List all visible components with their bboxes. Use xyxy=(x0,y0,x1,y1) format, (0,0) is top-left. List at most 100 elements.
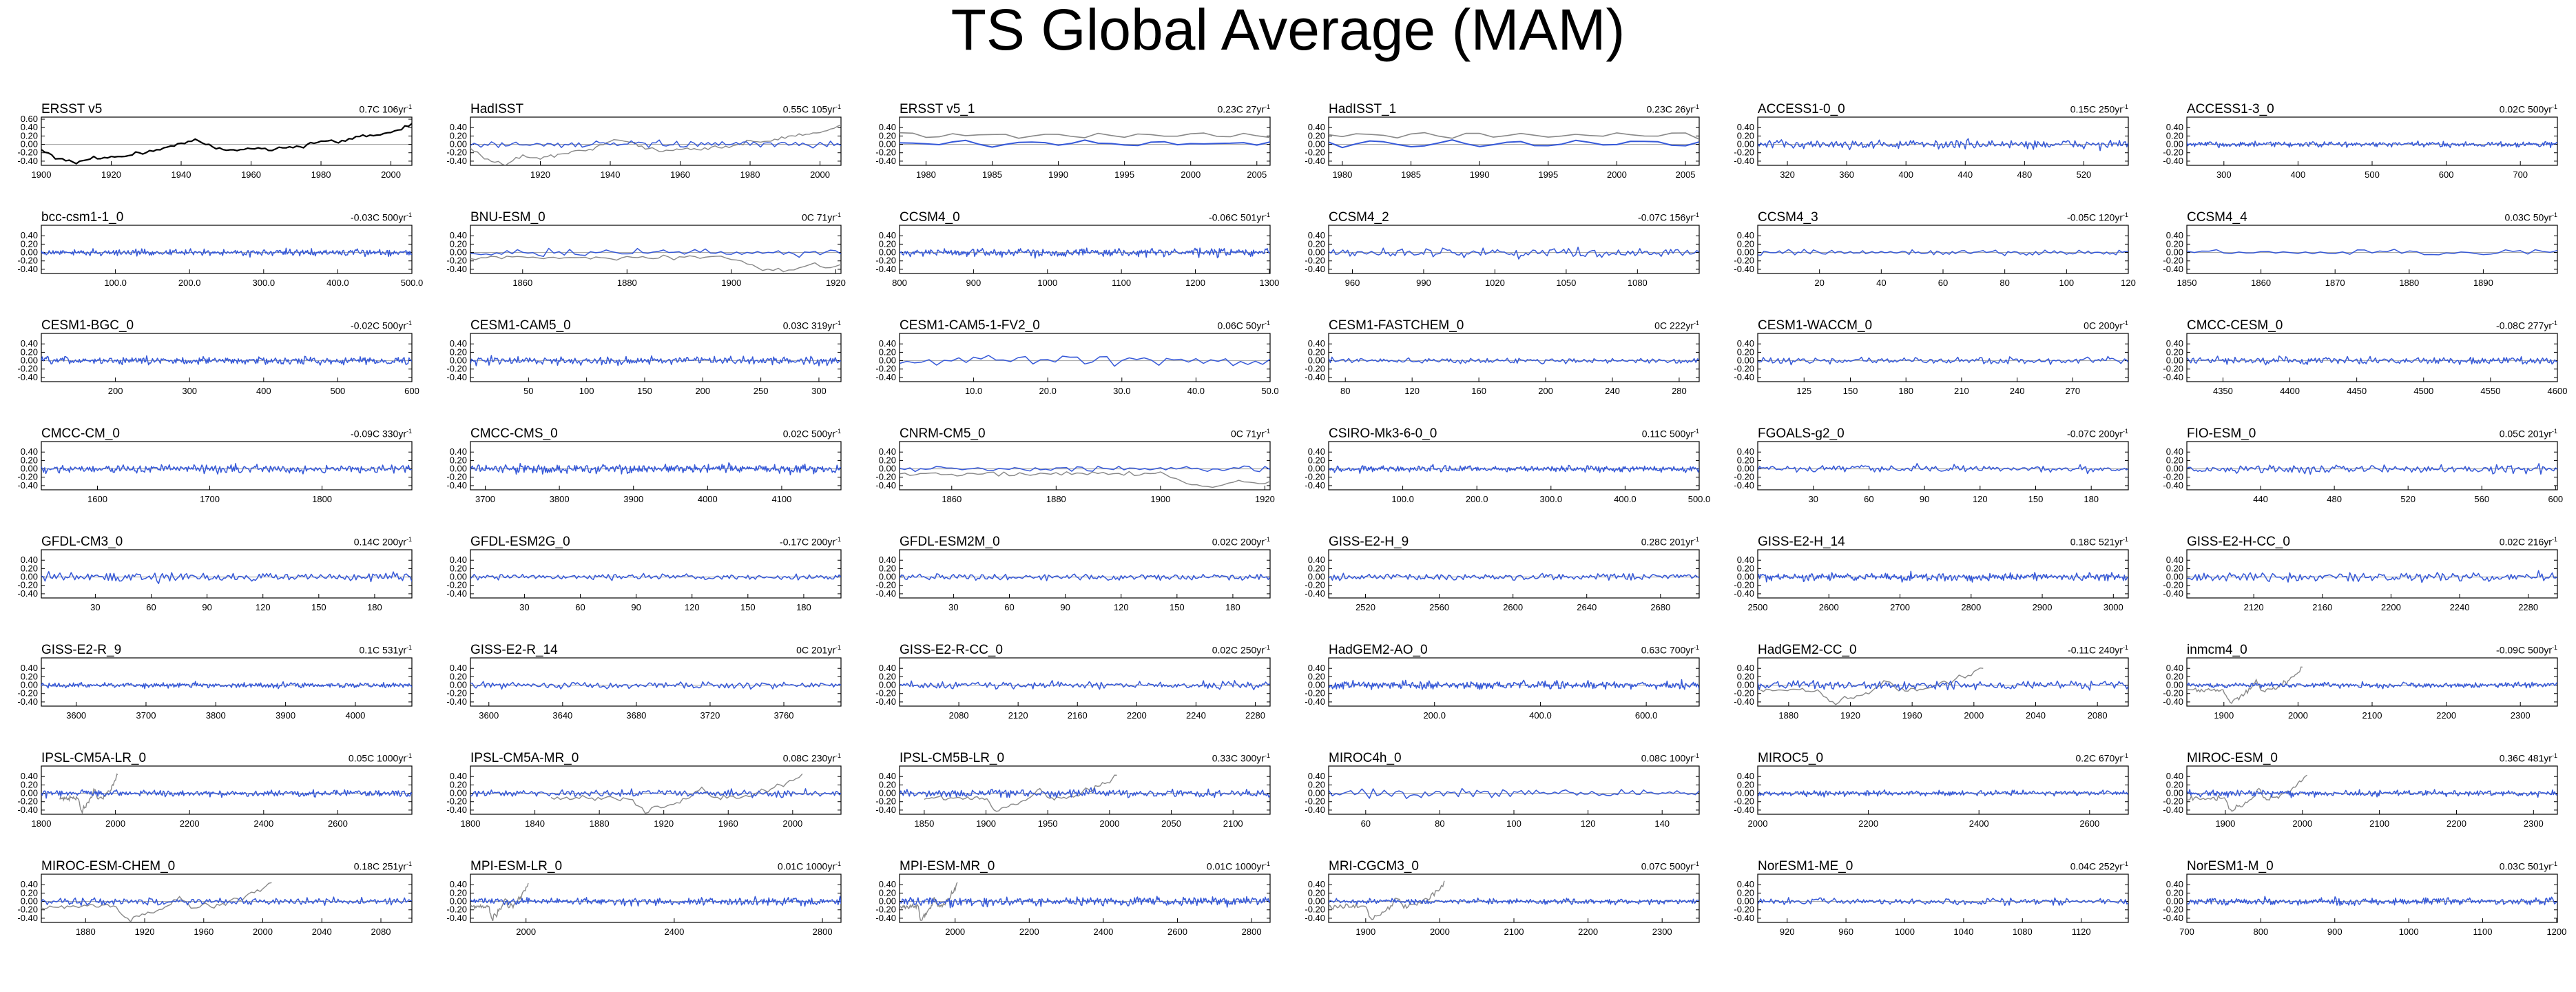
y-tick-label: 0.20 xyxy=(1737,671,1754,681)
y-tick-label: 0.40 xyxy=(21,771,38,781)
x-tick-label: 1985 xyxy=(982,169,1002,180)
y-tick-label: 0.00 xyxy=(450,139,467,149)
observed-series xyxy=(2187,666,2303,705)
x-tick-label: 2300 xyxy=(2524,818,2544,829)
y-tick-label: -0.20 xyxy=(446,688,467,699)
y-tick-label: -0.40 xyxy=(2163,372,2183,382)
panel-title: CMCC-CM_0 xyxy=(41,426,120,441)
x-tick-label: 120 xyxy=(1114,602,1129,612)
x-tick-label: 2520 xyxy=(1355,602,1375,612)
plot-frame xyxy=(899,225,1271,274)
y-tick-label: 0.00 xyxy=(2166,788,2183,798)
panel-title: ERSST v5 xyxy=(41,102,103,116)
x-tick-label: 1000 xyxy=(1895,927,1915,937)
x-tick-label: 2000 xyxy=(253,927,273,937)
x-tick-label: 30 xyxy=(90,602,100,612)
y-tick-label: -0.20 xyxy=(17,688,38,699)
y-tick-label: 0.00 xyxy=(1308,247,1325,258)
x-tick-label: 3000 xyxy=(2104,602,2123,612)
x-tick-label: 2000 xyxy=(1181,169,1201,180)
plot-frame xyxy=(2186,874,2558,923)
x-tick-label: 440 xyxy=(2253,494,2268,504)
y-tick-label: 0.20 xyxy=(1737,238,1754,249)
plot-frame xyxy=(899,549,1271,599)
x-tick-label: 320 xyxy=(1780,169,1795,180)
model-series xyxy=(1329,356,1699,364)
x-tick-label: 1100 xyxy=(2473,927,2493,937)
x-tick-label: 1100 xyxy=(1112,278,1131,288)
y-tick-label: 0.00 xyxy=(879,896,896,907)
chart-panel: ACCESS1-0_0 0.15C 250yr-1 -0.40 -0.20 0.00 0.… xyxy=(1734,102,2129,185)
x-tick-label: 180 xyxy=(1898,386,1913,396)
x-tick-label: 4600 xyxy=(2548,386,2568,396)
panel-title: NorESM1-M_0 xyxy=(2187,859,2274,874)
panel-title: CESM1-FASTCHEM_0 xyxy=(1329,318,1464,333)
x-tick-label: 1850 xyxy=(2177,278,2197,288)
y-tick-label: -0.20 xyxy=(1305,688,1325,699)
plot-frame xyxy=(1757,333,2129,382)
x-tick-label: 500.0 xyxy=(1688,494,1711,504)
panel-trend-label: 0.11C 500yr-1 xyxy=(1641,428,1699,440)
y-tick-label: -0.40 xyxy=(17,480,38,490)
y-tick-label: -0.20 xyxy=(1734,147,1754,158)
chart-panel: CMCC-CMS_0 0.02C 500yr-1 -0.40 -0.20 0.00 0.2… xyxy=(446,426,842,509)
chart-panel: ERSST v5 0.7C 106yr-1 -0.40 -0.20 0.00 0.20 0.… xyxy=(17,102,413,185)
plot-frame xyxy=(41,549,413,599)
panel-plot: -0.40-0.200.000.200.40 960 990 1020 1050 1080 xyxy=(1305,225,1700,288)
y-tick-label: -0.20 xyxy=(875,796,896,807)
panel-title: FIO-ESM_0 xyxy=(2187,426,2256,441)
chart-panel: MIROC5_0 0.2C 670yr-1 -0.40 -0.20 0.00 0.20 0.… xyxy=(1734,751,2129,834)
x-tick-label: 400 xyxy=(2291,169,2306,180)
x-tick-label: 1080 xyxy=(1628,278,1648,288)
x-tick-label: 1920 xyxy=(1255,494,1275,504)
plot-frame xyxy=(1757,657,2129,707)
x-tick-label: 2600 xyxy=(1503,602,1523,612)
x-tick-label: 300.0 xyxy=(253,278,276,288)
x-tick-label: 2300 xyxy=(1652,927,1672,937)
panel-trend-label: 0C 222yr-1 xyxy=(1654,320,1699,331)
y-tick-label: 0.00 xyxy=(21,247,38,258)
x-tick-label: 600.0 xyxy=(1635,710,1658,721)
model-series xyxy=(1329,464,1699,474)
panel-title: HadISST_1 xyxy=(1329,102,1397,116)
panel-title: NorESM1-ME_0 xyxy=(1758,859,1853,874)
x-tick-label: 800 xyxy=(892,278,907,288)
y-tick-label: 0.00 xyxy=(1737,464,1754,474)
x-tick-label: 500.0 xyxy=(401,278,424,288)
y-tick-label: -0.40 xyxy=(1734,588,1754,599)
model-series xyxy=(900,355,1270,367)
panel-trend-label: 0.18C 251yr-1 xyxy=(353,860,412,872)
x-tick-label: 3800 xyxy=(550,494,570,504)
x-tick-label: 2500 xyxy=(1748,602,1768,612)
x-tick-label: 140 xyxy=(1654,818,1670,829)
x-tick-label: 180 xyxy=(796,602,811,612)
y-tick-label: -0.40 xyxy=(1734,372,1754,382)
panel-trend-label: 0.05C 201yr-1 xyxy=(2499,428,2557,440)
x-tick-label: 60 xyxy=(1864,494,1873,504)
x-tick-label: 1800 xyxy=(32,818,52,829)
panel-plot: -0.40-0.200.000.200.40 100.0 200.0 300.0 400… xyxy=(17,225,423,288)
chart-panel: GISS-E2-H_9 0.28C 201yr-1 -0.40 -0.20 0.00 0.… xyxy=(1305,535,1700,617)
x-tick-label: 2000 xyxy=(2292,818,2312,829)
panel-title: GISS-E2-R-CC_0 xyxy=(900,643,1003,657)
y-tick-label: 0.20 xyxy=(879,671,896,681)
y-tick-label: 0.00 xyxy=(1308,464,1325,474)
y-tick-label: 0.40 xyxy=(21,122,38,132)
y-tick-label: 0.40 xyxy=(450,338,467,349)
x-tick-label: 30 xyxy=(519,602,529,612)
y-tick-label: -0.20 xyxy=(2163,147,2183,158)
y-tick-label: -0.20 xyxy=(875,905,896,915)
y-tick-label: -0.20 xyxy=(17,580,38,590)
y-tick-label: 0.20 xyxy=(1308,238,1325,249)
y-tick-label: 0.40 xyxy=(1308,230,1325,240)
y-tick-label: -0.40 xyxy=(875,696,896,707)
panel-plot: -0.40-0.200.000.200.40 1860 1880 1900 1920 xyxy=(875,441,1275,504)
panel-title: ACCESS1-3_0 xyxy=(2187,102,2274,116)
y-tick-label: -0.40 xyxy=(2163,805,2183,815)
y-tick-label: -0.20 xyxy=(2163,905,2183,915)
y-tick-label: -0.40 xyxy=(1305,372,1325,382)
plot-frame xyxy=(2186,225,2558,274)
panel-title: IPSL-CM5A-LR_0 xyxy=(41,751,147,765)
panel-plot: -0.40-0.200.000.200.40 30 60 90 120 150 180 xyxy=(17,549,413,612)
y-tick-label: 0.40 xyxy=(1737,879,1754,889)
